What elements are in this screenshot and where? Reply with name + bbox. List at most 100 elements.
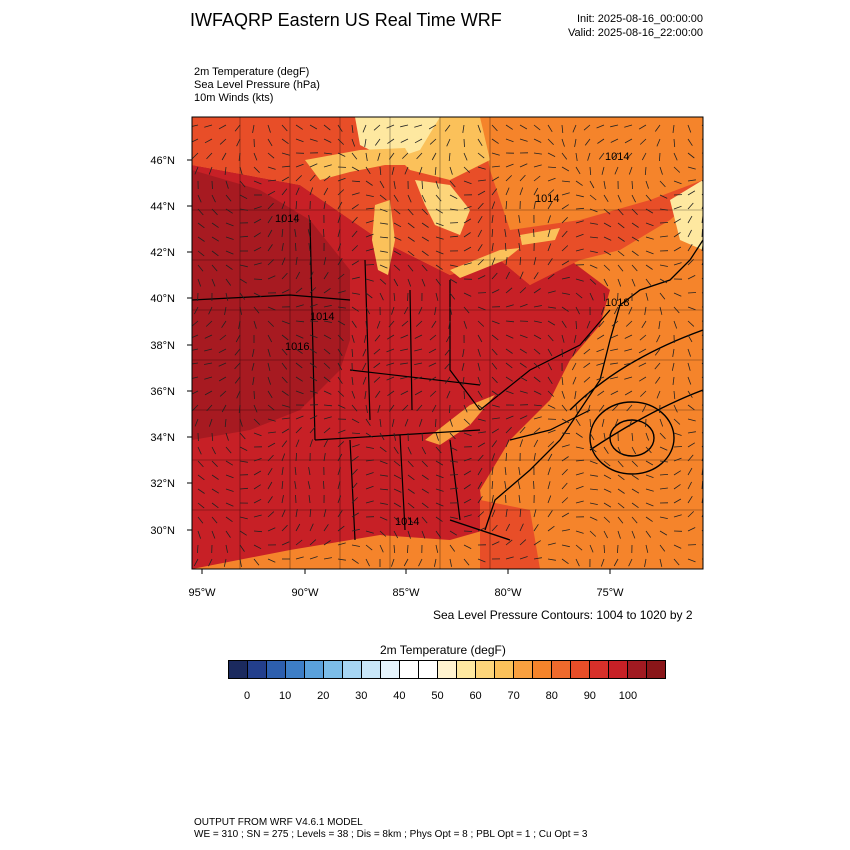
wind-barb [645, 222, 654, 227]
wind-barb [294, 229, 297, 238]
wind-barb [477, 558, 486, 563]
wind-barb [379, 166, 382, 176]
wind-barb [491, 243, 494, 252]
wind-barb [673, 138, 676, 148]
wind-barb [404, 166, 409, 175]
wind-barb [575, 278, 584, 282]
wind-barb [519, 362, 527, 368]
wind-barb [204, 390, 213, 396]
wind-barb [491, 215, 494, 224]
wind-barb [211, 474, 219, 480]
wind-barb [323, 257, 327, 266]
wind-barb [323, 390, 332, 395]
wind-barb [687, 152, 695, 159]
wind-barb [421, 222, 429, 228]
wind-barb [519, 390, 528, 394]
wind-barb [309, 390, 318, 394]
wind-barb [281, 480, 284, 490]
wind-barb [267, 442, 276, 448]
wind-barb [192, 138, 199, 143]
wind-barb [463, 320, 467, 329]
wind-barb [323, 376, 331, 383]
wind-barb [505, 376, 513, 382]
wind-barb [687, 259, 694, 266]
wind-barb [561, 292, 570, 295]
wind-barb [561, 245, 569, 252]
wind-barb [323, 362, 331, 369]
wind-barb [281, 257, 286, 266]
wind-barb [589, 264, 598, 269]
wind-barb [519, 174, 526, 182]
wind-barb [379, 194, 387, 201]
wind-barb [547, 243, 552, 252]
wind-barb [365, 207, 375, 210]
wind-barb [449, 418, 453, 427]
wind-barb [603, 222, 612, 228]
wind-barb [194, 306, 199, 315]
wind-barb [631, 236, 640, 242]
wind-barb [444, 124, 451, 132]
wind-barb [533, 439, 539, 448]
wind-barb [379, 446, 387, 453]
wind-barb [337, 362, 343, 371]
wind-barb [267, 418, 276, 422]
wind-barb [363, 334, 367, 343]
wind-barb [575, 418, 581, 427]
wind-barb [211, 194, 216, 203]
wind-barb [491, 272, 498, 280]
wind-barb [239, 235, 249, 238]
wind-barb [517, 229, 521, 238]
wind-barb [673, 218, 682, 224]
wind-barb [610, 348, 619, 351]
wind-barb [267, 179, 277, 182]
wind-barb [659, 235, 668, 238]
wind-barb [547, 376, 553, 385]
wind-barb [547, 495, 552, 504]
wind-barb [687, 215, 693, 224]
wind-barb [211, 432, 214, 442]
wind-barb [687, 124, 692, 133]
wind-barb [281, 509, 286, 518]
wind-barb [364, 138, 367, 147]
wind-barb [519, 415, 528, 420]
wind-barb [589, 474, 598, 477]
lon-label: 95°W [188, 587, 216, 599]
wind-barb [617, 292, 619, 302]
wind-barb [624, 390, 633, 396]
wind-barb [571, 362, 577, 371]
wind-barb [211, 460, 218, 467]
wind-barb [253, 320, 257, 329]
wind-barb [477, 202, 484, 210]
wind-barb [519, 439, 523, 448]
wind-barb [645, 460, 654, 466]
wind-barb [281, 334, 289, 341]
wind-barb [687, 404, 695, 411]
wind-barb [197, 236, 205, 242]
wind-barb [351, 558, 359, 564]
wind-barb [377, 152, 381, 161]
wind-barb [281, 390, 289, 396]
wind-barb [641, 152, 647, 161]
wind-barb [362, 376, 367, 385]
wind-barb [610, 362, 619, 365]
wind-barb [253, 484, 261, 490]
wind-barb [614, 166, 619, 175]
wind-barb [642, 404, 647, 413]
wind-barb [225, 460, 234, 466]
wind-barb [221, 404, 227, 413]
wind-barb [462, 348, 465, 357]
wind-barb [449, 306, 453, 315]
colorbar-cell [438, 661, 457, 678]
wind-barb [449, 558, 452, 567]
wind-barb [253, 514, 262, 518]
wind-barb [687, 275, 696, 280]
wind-barb [386, 124, 395, 129]
wind-barb [386, 362, 395, 366]
wind-barb [687, 442, 696, 448]
wind-barb [603, 530, 608, 539]
wind-barb [477, 362, 481, 371]
wind-barb [624, 138, 633, 144]
wind-barb [463, 232, 471, 238]
wind-barb [281, 243, 284, 252]
wind-barb [477, 527, 486, 532]
